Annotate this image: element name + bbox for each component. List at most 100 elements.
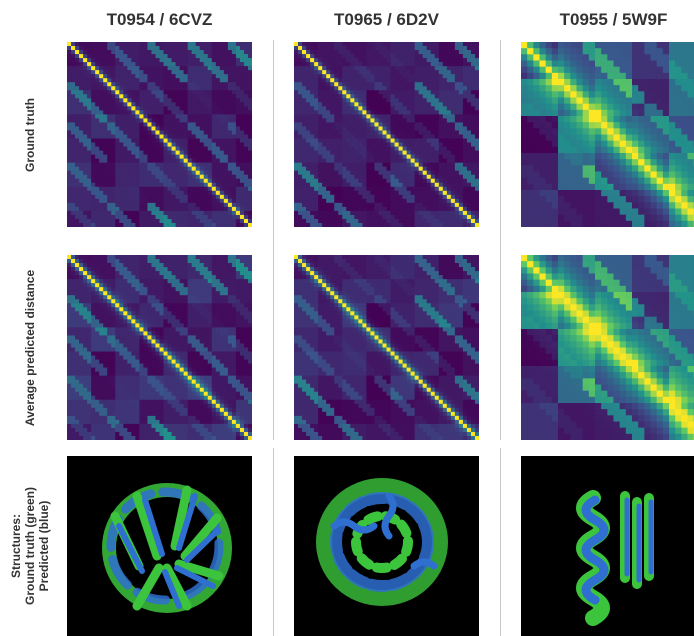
heatmap-cell [326, 54, 331, 59]
heatmap-cell [87, 222, 92, 227]
heatmap-cell [151, 110, 157, 115]
heatmap-cell [147, 174, 153, 180]
heatmap-cell [318, 114, 323, 120]
heatmap-cell [83, 214, 88, 220]
heatmap-cell [231, 106, 237, 111]
heatmap-cell [382, 110, 388, 115]
heatmap-cell [83, 126, 88, 132]
heatmap-cell [211, 142, 217, 148]
heatmap-cell [99, 94, 104, 99]
heatmap-cell [607, 165, 615, 173]
heatmap-cell [374, 126, 380, 132]
heatmap-cell [195, 134, 201, 140]
heatmap-cell [406, 218, 412, 224]
heatmap-cell [358, 174, 363, 180]
heatmap-cell [386, 134, 392, 140]
heatmap-cell [346, 98, 351, 103]
heatmap-cell [111, 102, 116, 107]
heatmap-cell [564, 128, 571, 136]
heatmap-cell [91, 42, 96, 47]
heatmap-cell [446, 166, 452, 172]
heatmap-cell [139, 166, 145, 172]
heatmap-cell [107, 82, 112, 87]
heatmap-cell [179, 134, 185, 140]
heatmap-cell [235, 186, 241, 192]
heatmap-cell [247, 126, 252, 132]
heatmap-cell [430, 94, 436, 99]
heatmap-cell [91, 134, 96, 140]
heatmap-cell [310, 158, 315, 164]
heatmap-cell [171, 194, 177, 200]
heatmap-cell [390, 54, 396, 59]
heatmap-cell [386, 78, 392, 83]
heatmap-cell [99, 150, 104, 156]
heatmap-cell [326, 182, 331, 188]
heatmap-cell [398, 170, 404, 176]
heatmap-cell [382, 142, 388, 148]
heatmap-cell [143, 210, 149, 216]
heatmap-cell [551, 97, 559, 105]
heatmap-cell [394, 170, 400, 176]
heatmap-cell [135, 150, 140, 156]
heatmap-cell [330, 206, 335, 212]
heatmap-cell [644, 159, 652, 166]
heatmap-cell [211, 70, 217, 75]
heatmap-cell [87, 126, 92, 132]
heatmap-cell [607, 60, 615, 68]
heatmap-cell [358, 178, 363, 184]
row-label-ground-truth: Ground truth [0, 42, 60, 227]
heatmap-cell [231, 142, 237, 148]
heatmap-cell [219, 170, 225, 176]
heatmap-cell [302, 54, 307, 59]
heatmap-cell [235, 46, 241, 51]
heatmap-cell [438, 146, 444, 152]
heatmap-cell [607, 79, 615, 86]
heatmap-cell [619, 72, 627, 80]
heatmap-cell [135, 94, 140, 99]
heatmap-cell [334, 126, 339, 132]
heatmap-cell [656, 140, 664, 148]
heatmap-cell [430, 70, 436, 75]
heatmap-cell [446, 98, 452, 103]
heatmap-cell [330, 142, 335, 148]
heatmap-cell [322, 42, 327, 47]
heatmap-cell [346, 134, 351, 140]
heatmap-cell [607, 183, 615, 191]
heatmap-cell [426, 82, 432, 87]
heatmap-cell [187, 142, 193, 148]
heatmap-cell [382, 106, 388, 111]
heatmap-cell [127, 138, 132, 144]
heatmap-cell [135, 82, 140, 87]
heatmap-cell [203, 194, 209, 200]
heatmap-cell [354, 170, 359, 176]
heatmap-cell [558, 134, 565, 142]
heatmap-cell [450, 186, 456, 192]
heatmap-cell [442, 162, 448, 168]
heatmap-cell [564, 190, 571, 197]
heatmap-cell [322, 198, 327, 204]
heatmap-cell [558, 122, 565, 129]
heatmap-cell [410, 102, 416, 107]
heatmap-cell [191, 146, 197, 152]
heatmap-cell [215, 66, 221, 71]
heatmap-cell [79, 62, 84, 67]
heatmap-cell [79, 98, 84, 103]
heatmap-cell [135, 118, 140, 124]
heatmap-cell [669, 42, 676, 49]
heatmap-cell [135, 102, 140, 107]
heatmap-cell [346, 222, 351, 227]
heatmap-cell [378, 78, 384, 83]
heatmap-cell [619, 134, 627, 142]
heatmap-cell [179, 118, 185, 124]
heatmap-cell [179, 114, 185, 120]
heatmap-cell [474, 94, 479, 99]
heatmap-cell [533, 91, 541, 99]
heatmap-cell [390, 142, 396, 148]
heatmap-cell [302, 42, 307, 47]
heatmap-cell [151, 174, 157, 180]
heatmap-cell [151, 154, 157, 160]
heatmap-cell [163, 46, 169, 51]
heatmap-cell [402, 70, 408, 75]
heatmap-cell [103, 118, 108, 124]
heatmap-cell [450, 62, 456, 67]
